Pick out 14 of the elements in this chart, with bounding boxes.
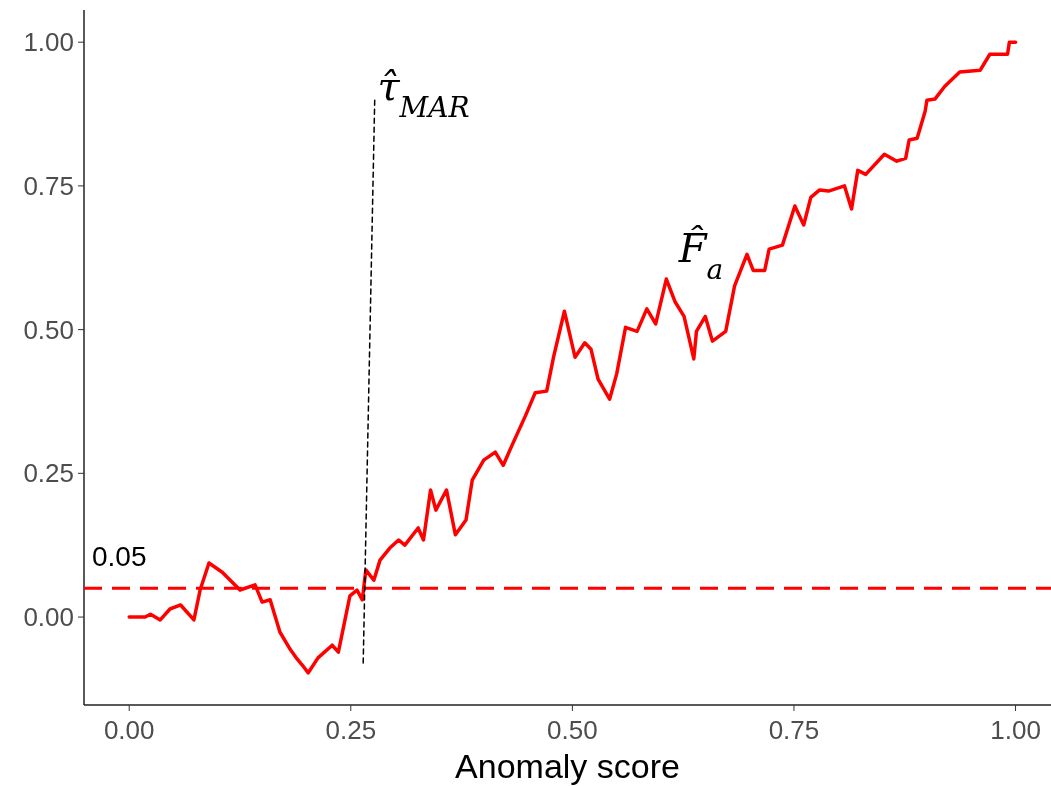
- annotation: τ̂$_{MAR}$: [377, 62, 470, 124]
- x-axis-title: Anomaly score: [455, 747, 680, 785]
- ref-line-label: 0.05: [92, 541, 147, 573]
- y-tick-label: 0.25: [23, 458, 74, 489]
- x-tick-label: 0.50: [547, 715, 598, 745]
- x-tick-label: 0.25: [325, 715, 377, 745]
- y-tick-label: 1.00: [23, 27, 74, 58]
- x-tick-label: 1.00: [990, 715, 1041, 745]
- y-tick-label: 0.00: [23, 602, 74, 633]
- x-tick-label: 0.75: [768, 715, 820, 745]
- annotation: F̂$_{a}$: [677, 224, 724, 286]
- x-tick-label: 0.00: [103, 715, 155, 745]
- y-tick-label: 0.50: [23, 314, 74, 345]
- y-tick-label: 0.75: [23, 171, 74, 202]
